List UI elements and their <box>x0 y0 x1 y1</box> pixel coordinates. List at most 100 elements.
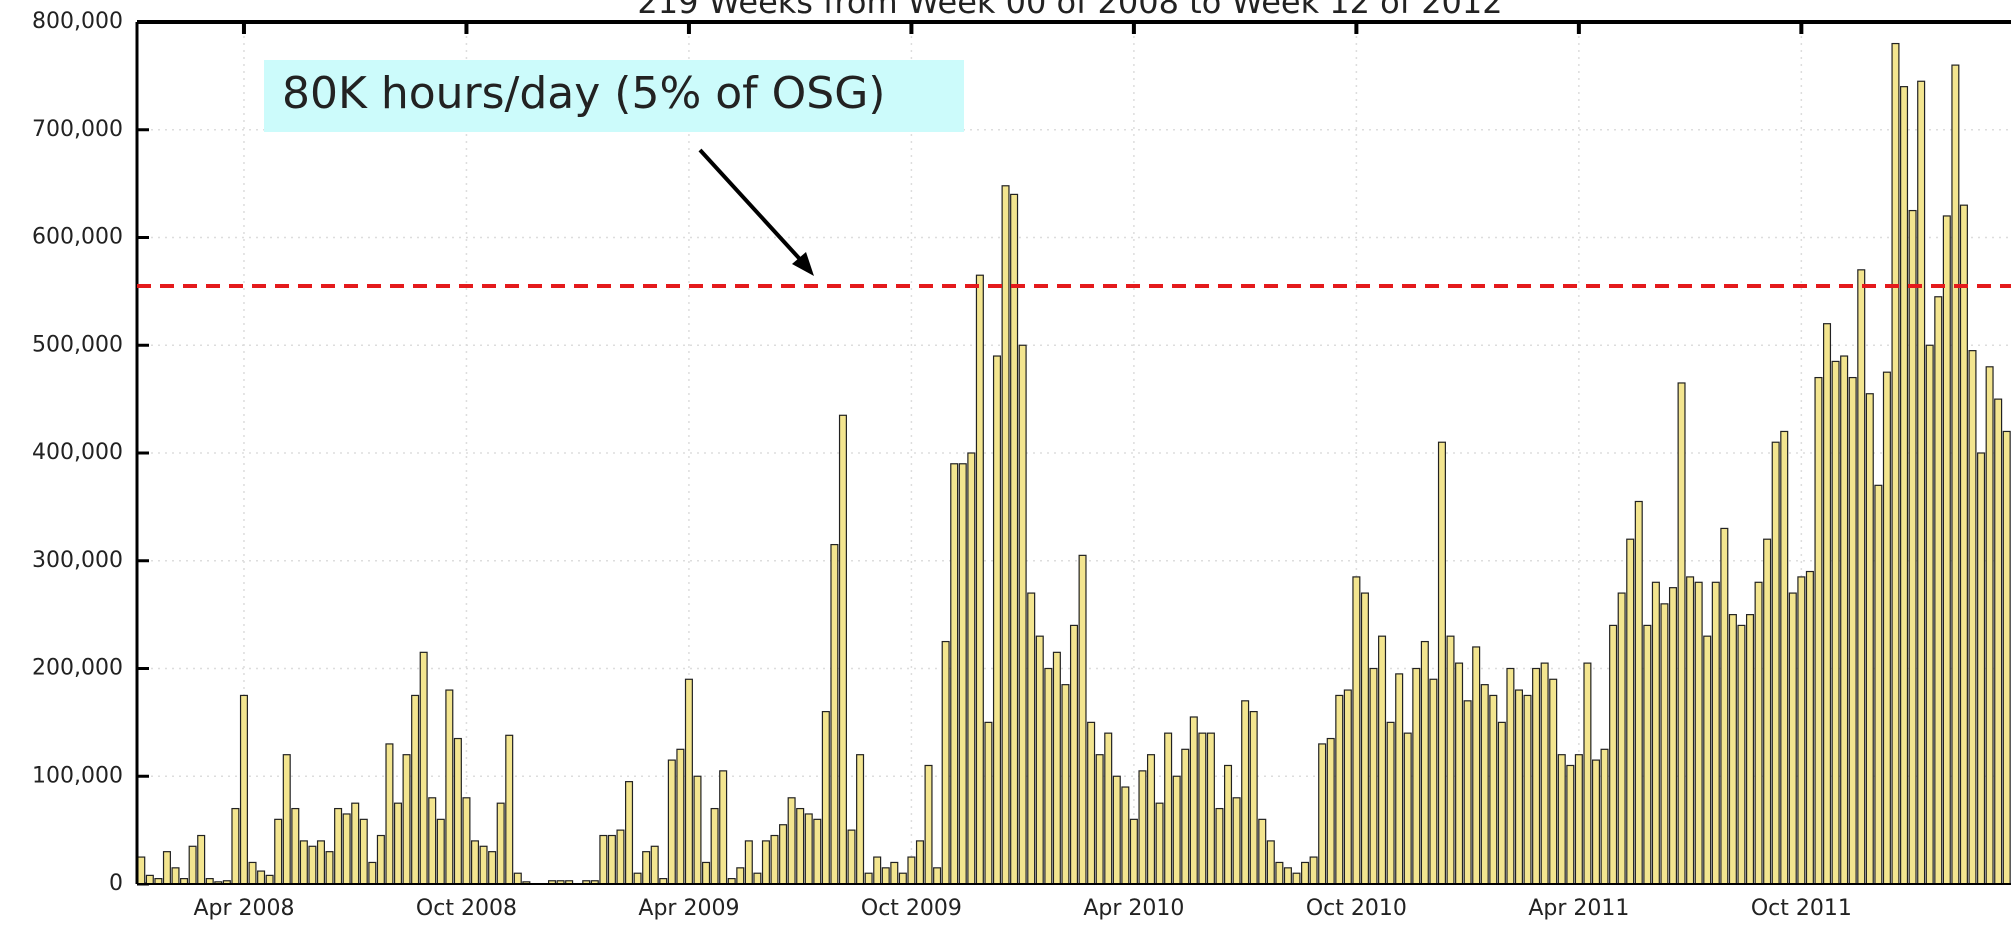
bar <box>505 734 514 885</box>
bar <box>967 452 976 885</box>
y-tick-label: 500,000 <box>32 332 123 357</box>
bar <box>1309 856 1318 885</box>
bar <box>1224 764 1233 885</box>
bar <box>770 834 779 885</box>
bar <box>291 807 300 885</box>
bar <box>830 543 839 885</box>
bar <box>958 463 967 885</box>
bar <box>1497 721 1506 885</box>
bar <box>667 759 676 885</box>
bar <box>1771 441 1780 885</box>
bar <box>1754 581 1763 885</box>
bar <box>1840 355 1849 885</box>
bar <box>1052 651 1061 885</box>
bar <box>1934 296 1943 885</box>
x-tick-label: Oct 2010 <box>1306 896 1407 921</box>
bar <box>1822 323 1832 885</box>
bar <box>1155 802 1164 885</box>
y-tick-label: 700,000 <box>32 117 123 142</box>
bar <box>702 861 711 885</box>
bar <box>933 867 942 885</box>
bar <box>1583 662 1592 885</box>
bar <box>1044 667 1053 885</box>
bar <box>1788 592 1797 885</box>
bar <box>436 818 445 885</box>
bar <box>282 754 291 885</box>
bar <box>462 797 471 885</box>
bar <box>145 874 154 885</box>
bar <box>924 764 933 885</box>
bar <box>1737 624 1746 885</box>
bar <box>1292 872 1301 885</box>
bar <box>1335 694 1344 885</box>
bar <box>1566 764 1575 885</box>
bar <box>1668 587 1678 885</box>
bar <box>137 856 146 885</box>
bar <box>1600 748 1609 885</box>
bar <box>1241 700 1250 885</box>
bar <box>274 818 283 885</box>
bar <box>1780 430 1789 885</box>
bar <box>1617 592 1626 885</box>
bar <box>1942 215 1951 885</box>
bar <box>1172 775 1181 885</box>
y-tick-label: 200,000 <box>32 656 123 681</box>
bar <box>1129 818 1138 885</box>
x-tick-label: Oct 2011 <box>1751 896 1852 921</box>
bar <box>1463 700 1472 885</box>
bar <box>334 807 343 885</box>
bar <box>1412 667 1421 885</box>
bar <box>1882 371 1891 885</box>
bar <box>1403 732 1412 885</box>
bar <box>411 694 420 885</box>
bar <box>625 781 634 885</box>
bar <box>445 689 454 885</box>
bar <box>248 861 257 885</box>
bar <box>890 861 899 885</box>
bar <box>1609 624 1618 885</box>
bar <box>1891 42 1900 885</box>
bar <box>1104 732 1113 885</box>
bar <box>1874 484 1883 885</box>
bar <box>1027 592 1036 885</box>
bar <box>873 856 882 885</box>
bar <box>1489 694 1498 885</box>
bar <box>804 813 813 885</box>
y-tick-label: 600,000 <box>32 225 123 250</box>
annotation-arrow <box>698 148 810 270</box>
y-tick-label: 300,000 <box>32 548 123 573</box>
x-tick-label: Apr 2008 <box>193 896 294 921</box>
bar <box>1061 684 1070 885</box>
bar <box>1626 538 1635 885</box>
bar <box>1523 694 1532 885</box>
x-tick-label: Oct 2008 <box>416 896 517 921</box>
bar <box>1651 581 1660 885</box>
bar <box>1865 393 1874 885</box>
bar <box>1318 743 1327 885</box>
bar <box>744 840 753 885</box>
bar <box>1429 678 1438 885</box>
bar <box>2002 430 2011 885</box>
bar <box>676 748 685 885</box>
bar <box>1395 673 1404 885</box>
bar <box>1900 86 1909 885</box>
bar <box>1634 500 1643 885</box>
bar <box>1857 269 1866 885</box>
bar <box>1557 754 1566 885</box>
bar <box>1087 721 1096 885</box>
bar <box>1069 624 1079 885</box>
bar <box>1728 614 1737 885</box>
bar <box>1763 538 1772 885</box>
bar <box>1694 581 1703 885</box>
bar <box>1360 592 1369 885</box>
bar <box>428 797 437 885</box>
bar <box>710 807 719 885</box>
bar <box>1540 662 1549 885</box>
bar <box>376 834 385 885</box>
bar <box>1283 867 1292 885</box>
bar <box>1437 441 1446 885</box>
annotation-box <box>264 60 964 132</box>
bar <box>787 797 796 885</box>
bar <box>1275 861 1284 885</box>
bar <box>1977 452 1986 885</box>
